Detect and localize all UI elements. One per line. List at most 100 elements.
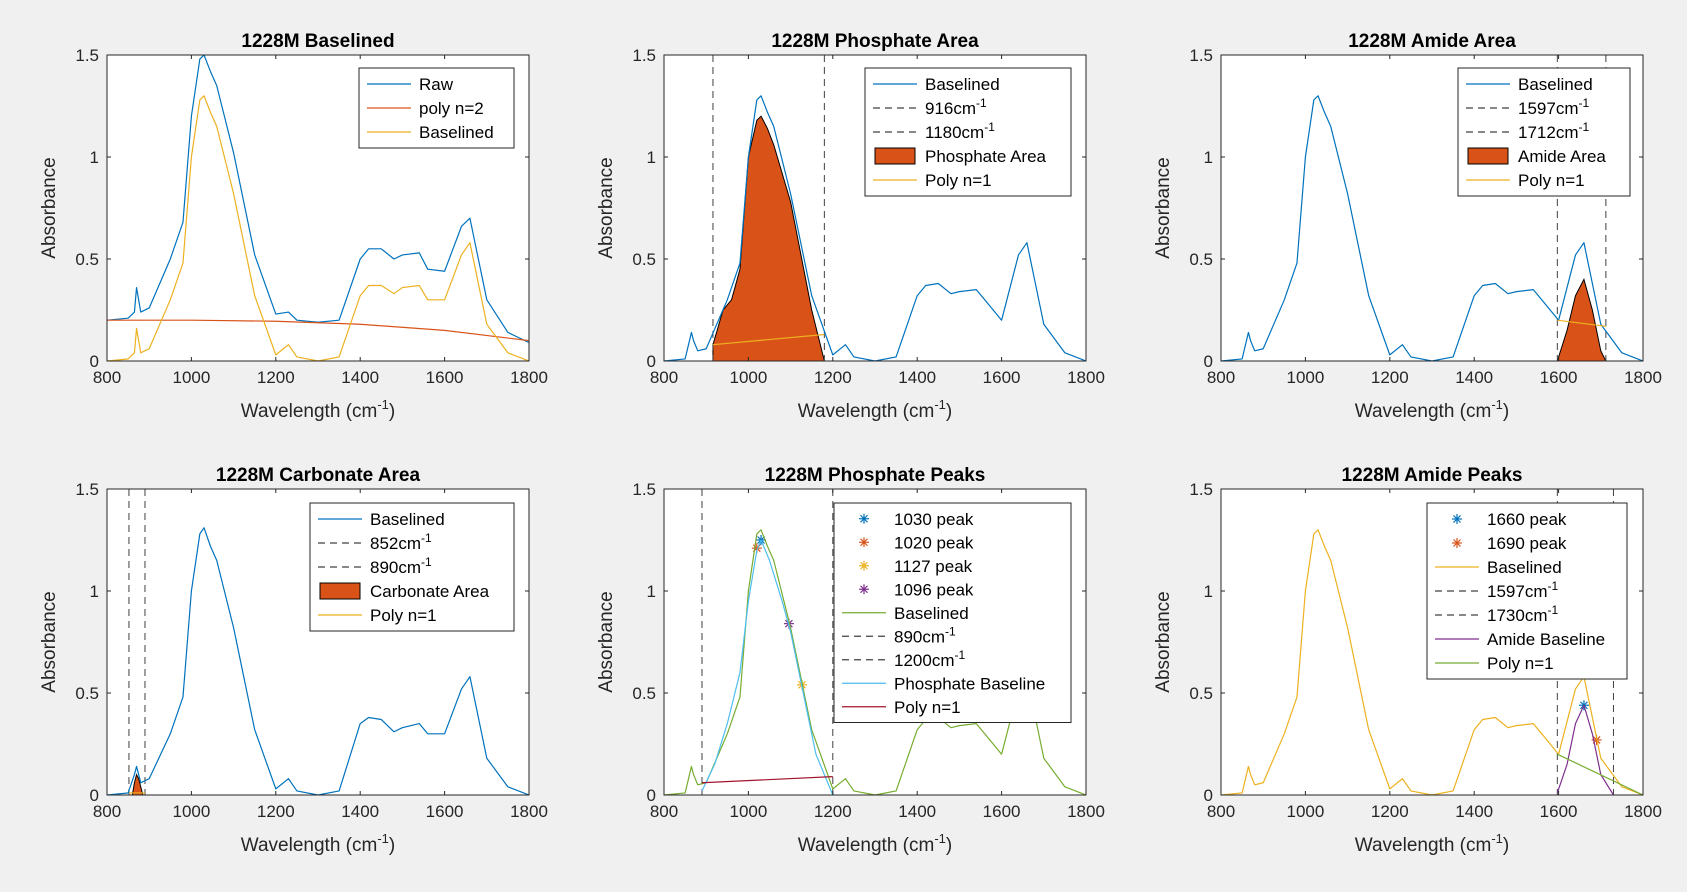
y-tick-label: 0.5 bbox=[632, 250, 656, 269]
legend-label: Amide Baseline bbox=[1487, 630, 1605, 649]
x-axis-label: Wavelength (cm-1) bbox=[798, 831, 952, 856]
subplot-3: 800 1000 1200 1400 1600 1800 0 0.5 1 1.5 1228M Ami… bbox=[1153, 31, 1662, 422]
y-axis-label: Absorbance bbox=[596, 591, 617, 692]
legend-marker bbox=[859, 584, 869, 595]
subplot-4: 800 1000 1200 1400 1600 1800 0 0.5 1 1.5 1228M Car… bbox=[39, 465, 548, 856]
x-tick-label: 800 bbox=[93, 802, 121, 821]
x-tick-label: 1800 bbox=[1624, 368, 1662, 387]
series-line bbox=[701, 539, 834, 795]
subplot-5: 800 1000 1200 1400 1600 1800 0 0.5 1 1.5 1228M Pho… bbox=[596, 465, 1105, 856]
legend-label: 916cm-1 bbox=[925, 96, 987, 118]
x-tick-label: 1000 bbox=[1286, 802, 1324, 821]
legend: 1030 peak 1020 peak 1127 peak 1096 peak Base… bbox=[833, 502, 1072, 723]
axes-frame bbox=[106, 488, 530, 796]
x-tick-label: 1200 bbox=[1371, 368, 1409, 387]
series-line bbox=[712, 333, 825, 346]
x-tick-label: 1800 bbox=[1624, 802, 1662, 821]
subplot-title: 1228M Carbonate Area bbox=[216, 465, 421, 486]
y-tick-label: 1.5 bbox=[75, 46, 99, 65]
x-tick-label: 1400 bbox=[898, 802, 936, 821]
x-tick-label: 800 bbox=[650, 802, 678, 821]
x-axis-label: Wavelength (cm-1) bbox=[1355, 397, 1509, 422]
x-tick-label: 1000 bbox=[729, 802, 767, 821]
legend-label: Poly n=1 bbox=[925, 171, 992, 190]
legend-label: Raw bbox=[419, 75, 454, 94]
y-tick-label: 0.5 bbox=[1189, 250, 1213, 269]
y-axis-label: Absorbance bbox=[596, 157, 617, 258]
series-line bbox=[107, 527, 529, 795]
axes-frame bbox=[663, 488, 1087, 796]
x-tick-label: 1000 bbox=[172, 368, 210, 387]
legend: Raw poly n=2 Baselined bbox=[358, 67, 515, 149]
x-tick-label: 1600 bbox=[1540, 368, 1578, 387]
x-tick-label: 1600 bbox=[426, 802, 464, 821]
y-tick-label: 0 bbox=[1204, 786, 1213, 805]
legend: 1660 peak 1690 peak Baselined 1597cm-11730c… bbox=[1426, 502, 1628, 680]
legend-label: 1180cm-1 bbox=[925, 120, 995, 142]
series-line bbox=[107, 319, 529, 342]
legend-label: Baselined bbox=[370, 510, 445, 529]
x-tick-label: 1800 bbox=[1067, 368, 1105, 387]
series-line bbox=[1557, 753, 1643, 795]
x-tick-label: 1400 bbox=[341, 802, 379, 821]
x-tick-label: 1800 bbox=[1067, 802, 1105, 821]
legend-label: 1096 peak bbox=[894, 580, 974, 599]
y-tick-label: 1.5 bbox=[75, 480, 99, 499]
x-tick-label: 1800 bbox=[510, 368, 548, 387]
series-line bbox=[1557, 319, 1606, 327]
y-tick-label: 1 bbox=[90, 148, 99, 167]
series-line bbox=[664, 95, 1086, 361]
y-tick-label: 1.5 bbox=[632, 480, 656, 499]
legend-swatch bbox=[874, 147, 916, 165]
legend-label: Baselined bbox=[1518, 75, 1593, 94]
subplot-6: 800 1000 1200 1400 1600 1800 0 0.5 1 1.5 1228M Ami… bbox=[1153, 465, 1662, 856]
series-line bbox=[107, 55, 529, 344]
legend-label: 852cm-1 bbox=[370, 531, 432, 553]
y-tick-label: 1 bbox=[1204, 148, 1213, 167]
y-tick-label: 0.5 bbox=[1189, 684, 1213, 703]
axes-frame bbox=[1220, 488, 1644, 796]
y-axis-label: Absorbance bbox=[39, 591, 60, 692]
x-tick-label: 1400 bbox=[341, 368, 379, 387]
legend-marker bbox=[1452, 514, 1462, 524]
x-axis-label: Wavelength (cm-1) bbox=[241, 831, 395, 856]
x-tick-label: 800 bbox=[650, 368, 678, 387]
y-tick-label: 1.5 bbox=[1189, 480, 1213, 499]
y-tick-label: 1 bbox=[647, 582, 656, 601]
legend-label: 1200cm-1 bbox=[894, 648, 965, 670]
x-axis-label: Wavelength (cm-1) bbox=[798, 397, 952, 422]
legend-label: Baselined bbox=[894, 604, 969, 623]
x-tick-label: 1200 bbox=[257, 368, 295, 387]
series-line bbox=[701, 776, 833, 784]
y-tick-label: 1 bbox=[90, 582, 99, 601]
y-axis-label: Absorbance bbox=[1153, 157, 1174, 258]
y-axis-label: Absorbance bbox=[1153, 591, 1174, 692]
y-tick-label: 1.5 bbox=[632, 46, 656, 65]
x-tick-label: 1400 bbox=[1455, 802, 1493, 821]
series-line bbox=[1221, 529, 1643, 795]
x-tick-label: 1200 bbox=[257, 802, 295, 821]
legend-label: 1127 peak bbox=[894, 557, 973, 576]
y-tick-label: 0 bbox=[90, 786, 99, 805]
x-tick-label: 1000 bbox=[1286, 368, 1324, 387]
legend-label: Phosphate Baseline bbox=[894, 674, 1045, 693]
y-tick-label: 0.5 bbox=[632, 684, 656, 703]
legend-label: Amide Area bbox=[1518, 147, 1606, 166]
legend-label: Baselined bbox=[419, 123, 494, 142]
x-tick-label: 1200 bbox=[814, 368, 852, 387]
y-tick-label: 1 bbox=[1204, 582, 1213, 601]
x-tick-label: 1600 bbox=[426, 368, 464, 387]
y-tick-label: 0 bbox=[647, 786, 656, 805]
legend-label: 1660 peak bbox=[1487, 510, 1567, 529]
y-tick-label: 0 bbox=[1204, 352, 1213, 371]
legend-label: 1030 peak bbox=[894, 510, 974, 529]
axes-frame bbox=[106, 54, 530, 362]
area-fill bbox=[712, 115, 825, 361]
y-axis-label: Absorbance bbox=[39, 157, 60, 258]
legend-label: 1020 peak bbox=[894, 533, 974, 552]
y-tick-label: 0.5 bbox=[75, 684, 99, 703]
legend-label: 890cm-1 bbox=[370, 555, 432, 577]
legend-label: 1597cm-1 bbox=[1487, 579, 1558, 601]
axes-frame bbox=[1220, 54, 1644, 362]
